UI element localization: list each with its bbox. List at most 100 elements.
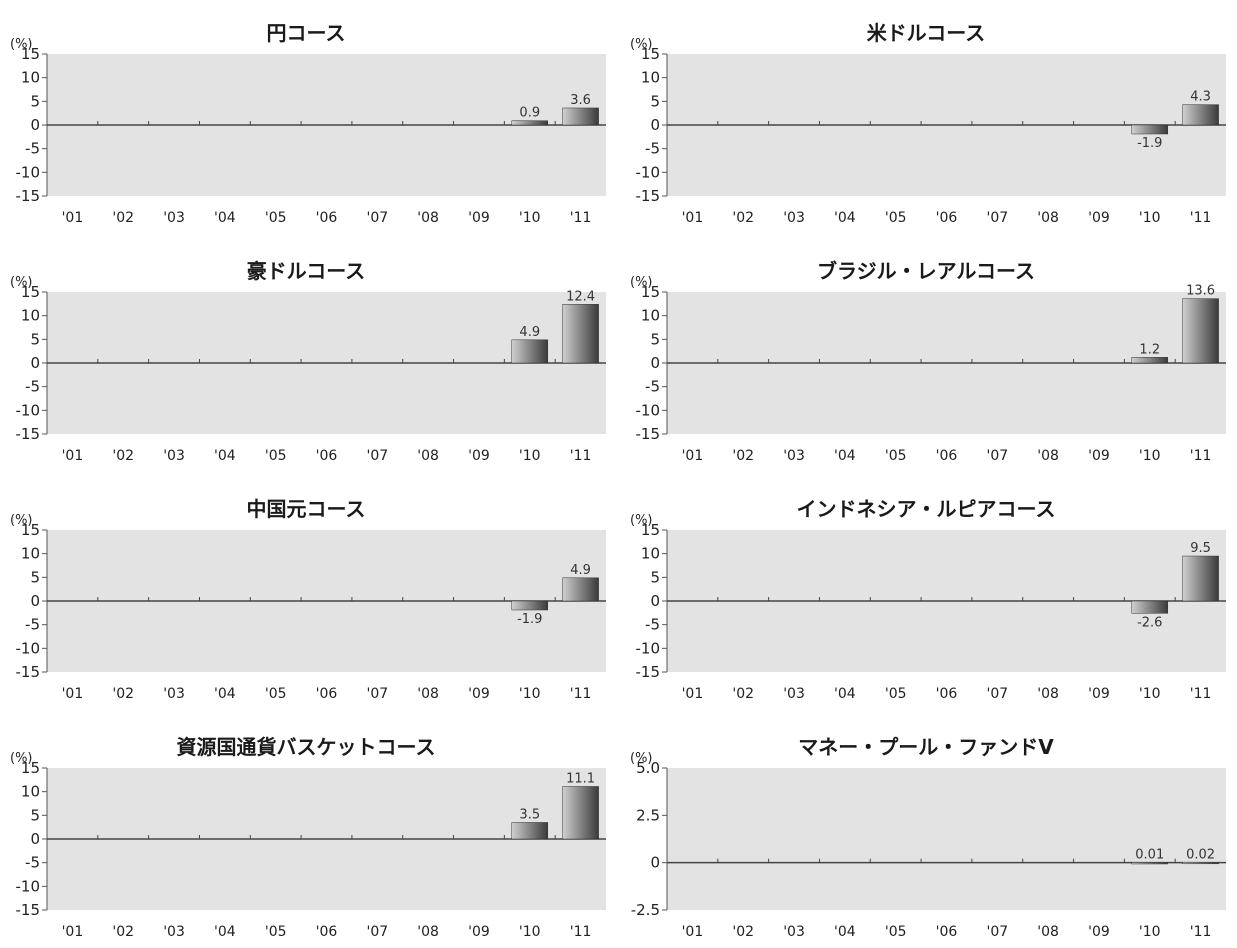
chart-svg: インドネシア・ルピアコース (%)15 10 5 0 -5 -10 -15 '01 '02 '03 '… [630,497,1226,702]
x-tick-label: '11 [570,924,592,940]
x-tick-label: '09 [468,924,490,940]
bar [1182,862,1219,865]
y-tick-label: 0 [650,592,660,610]
x-tick-label: '06 [936,686,958,702]
chart-title: マネー・プール・ファンドV [798,735,1054,759]
y-unit-label: (%) [10,513,33,528]
bar [511,822,549,840]
y-tick-label: -15 [636,187,661,205]
x-tick-label: '10 [519,210,541,226]
chart-title: 中国元コース [247,497,366,521]
x-tick-label: '01 [682,924,704,940]
y-tick-label: -15 [16,901,41,919]
x-tick-label: '09 [468,210,490,226]
bar [1131,862,1169,865]
y-tick-label: -5 [645,140,660,158]
y-unit-label: (%) [630,37,653,52]
y-tick-label: -5 [25,140,40,158]
bar [1131,600,1169,614]
chart-title: ブラジル・レアルコース [817,259,1035,283]
chart-svg: 円コース (%)15 10 5 0 -5 -10 -15 '01 '02 '03 '04 '05 '06 '… [10,21,606,226]
x-tick-label: '06 [936,210,958,226]
bar [1131,357,1169,364]
y-tick-label: -2.5 [631,901,660,919]
x-tick-label: '11 [1190,924,1212,940]
bar [511,339,549,364]
x-tick-label: '05 [885,686,907,702]
chart-title: インドネシア・ルピアコース [797,497,1056,521]
x-tick-label: '02 [112,924,134,940]
data-label: 11.1 [566,771,595,786]
x-tick-label: '09 [1088,924,1110,940]
y-tick-label: -10 [636,639,661,657]
x-tick-label: '04 [214,924,236,940]
x-tick-label: '07 [366,448,388,464]
y-tick-label: -5 [25,378,40,396]
x-tick-label: '05 [885,924,907,940]
x-tick-label: '06 [936,924,958,940]
x-tick-label: '07 [366,210,388,226]
x-tick-label: '03 [783,686,805,702]
y-unit-label: (%) [10,751,33,766]
x-tick-label: '10 [1139,686,1161,702]
y-tick-label: 10 [21,69,40,87]
y-tick-label: 0 [30,116,40,134]
x-tick-label: '06 [316,210,338,226]
x-tick-label: '06 [316,448,338,464]
data-label: 13.6 [1186,284,1215,299]
data-label: 1.2 [1139,342,1160,357]
x-tick-label: '11 [570,210,592,226]
x-tick-label: '01 [62,210,84,226]
x-tick-label: '07 [366,686,388,702]
x-tick-label: '07 [986,448,1008,464]
y-tick-label: 10 [641,69,660,87]
x-tick-label: '10 [1139,924,1161,940]
x-tick-label: '10 [1139,210,1161,226]
y-tick-label: 5 [30,330,40,348]
bar [1131,124,1169,135]
y-tick-label: -10 [636,163,661,181]
y-tick-label: 5.0 [636,759,660,777]
bar [562,304,599,364]
x-tick-label: '01 [682,448,704,464]
chart-panel-3: 豪ドルコース (%) 15 10 5 0 -5 -10 -15 '01 '02 '03 '04 '05 '0… [0,238,618,472]
x-tick-label: '02 [732,448,754,464]
data-label: 0.9 [519,106,540,121]
x-tick-label: '02 [112,686,134,702]
y-tick-label: 0 [30,592,40,610]
x-tick-label: '07 [986,924,1008,940]
data-label: 3.5 [519,807,540,822]
chart-panel-7: 資源国通貨バスケットコース (%) 15 10 5 0 -5 -10 -15 '01 '02 '03 '… [0,714,618,948]
y-tick-label: 0 [650,116,660,134]
chart-svg: 中国元コース (%)15 10 5 0 -5 -10 -15 '01 '02 '03 '04 '05 '0… [10,497,606,702]
chart-svg: ブラジル・レアルコース (%)15 10 5 0 -5 -10 -15 '01 '02 '03 '04… [630,259,1226,464]
x-tick-label: '03 [163,924,185,940]
x-tick-label: '02 [732,924,754,940]
chart-panel-4: ブラジル・レアルコース (%) 15 10 5 0 -5 -10 -15 '01 '02 '03 '04… [620,238,1237,472]
chart-panel-5: 中国元コース (%) 15 10 5 0 -5 -10 -15 '01 '02 '03 '04 '05 '0… [0,476,618,710]
x-tick-label: '04 [834,448,856,464]
data-label: -1.9 [517,612,542,627]
x-tick-label: '02 [112,448,134,464]
chart-svg: 豪ドルコース (%)15 10 5 0 -5 -10 -15 '01 '02 '03 '04 '05 '0… [10,259,606,464]
bar [511,600,549,611]
x-tick-label: '06 [316,924,338,940]
x-tick-label: '04 [834,686,856,702]
y-tick-label: 15 [641,521,660,539]
bar [1182,555,1219,602]
x-tick-label: '11 [570,448,592,464]
y-tick-label: -5 [25,616,40,634]
y-tick-label: 0 [650,354,660,372]
x-tick-label: '01 [62,924,84,940]
x-tick-label: '03 [163,686,185,702]
data-label: 0.01 [1135,847,1164,862]
bar [562,107,599,126]
y-tick-label: 15 [21,521,40,539]
bar [1182,104,1219,126]
x-tick-label: '08 [417,448,439,464]
x-tick-label: '01 [62,448,84,464]
x-tick-label: '05 [265,924,287,940]
y-tick-label: 0 [650,854,660,872]
y-tick-label: 10 [21,783,40,801]
bar [562,577,599,602]
